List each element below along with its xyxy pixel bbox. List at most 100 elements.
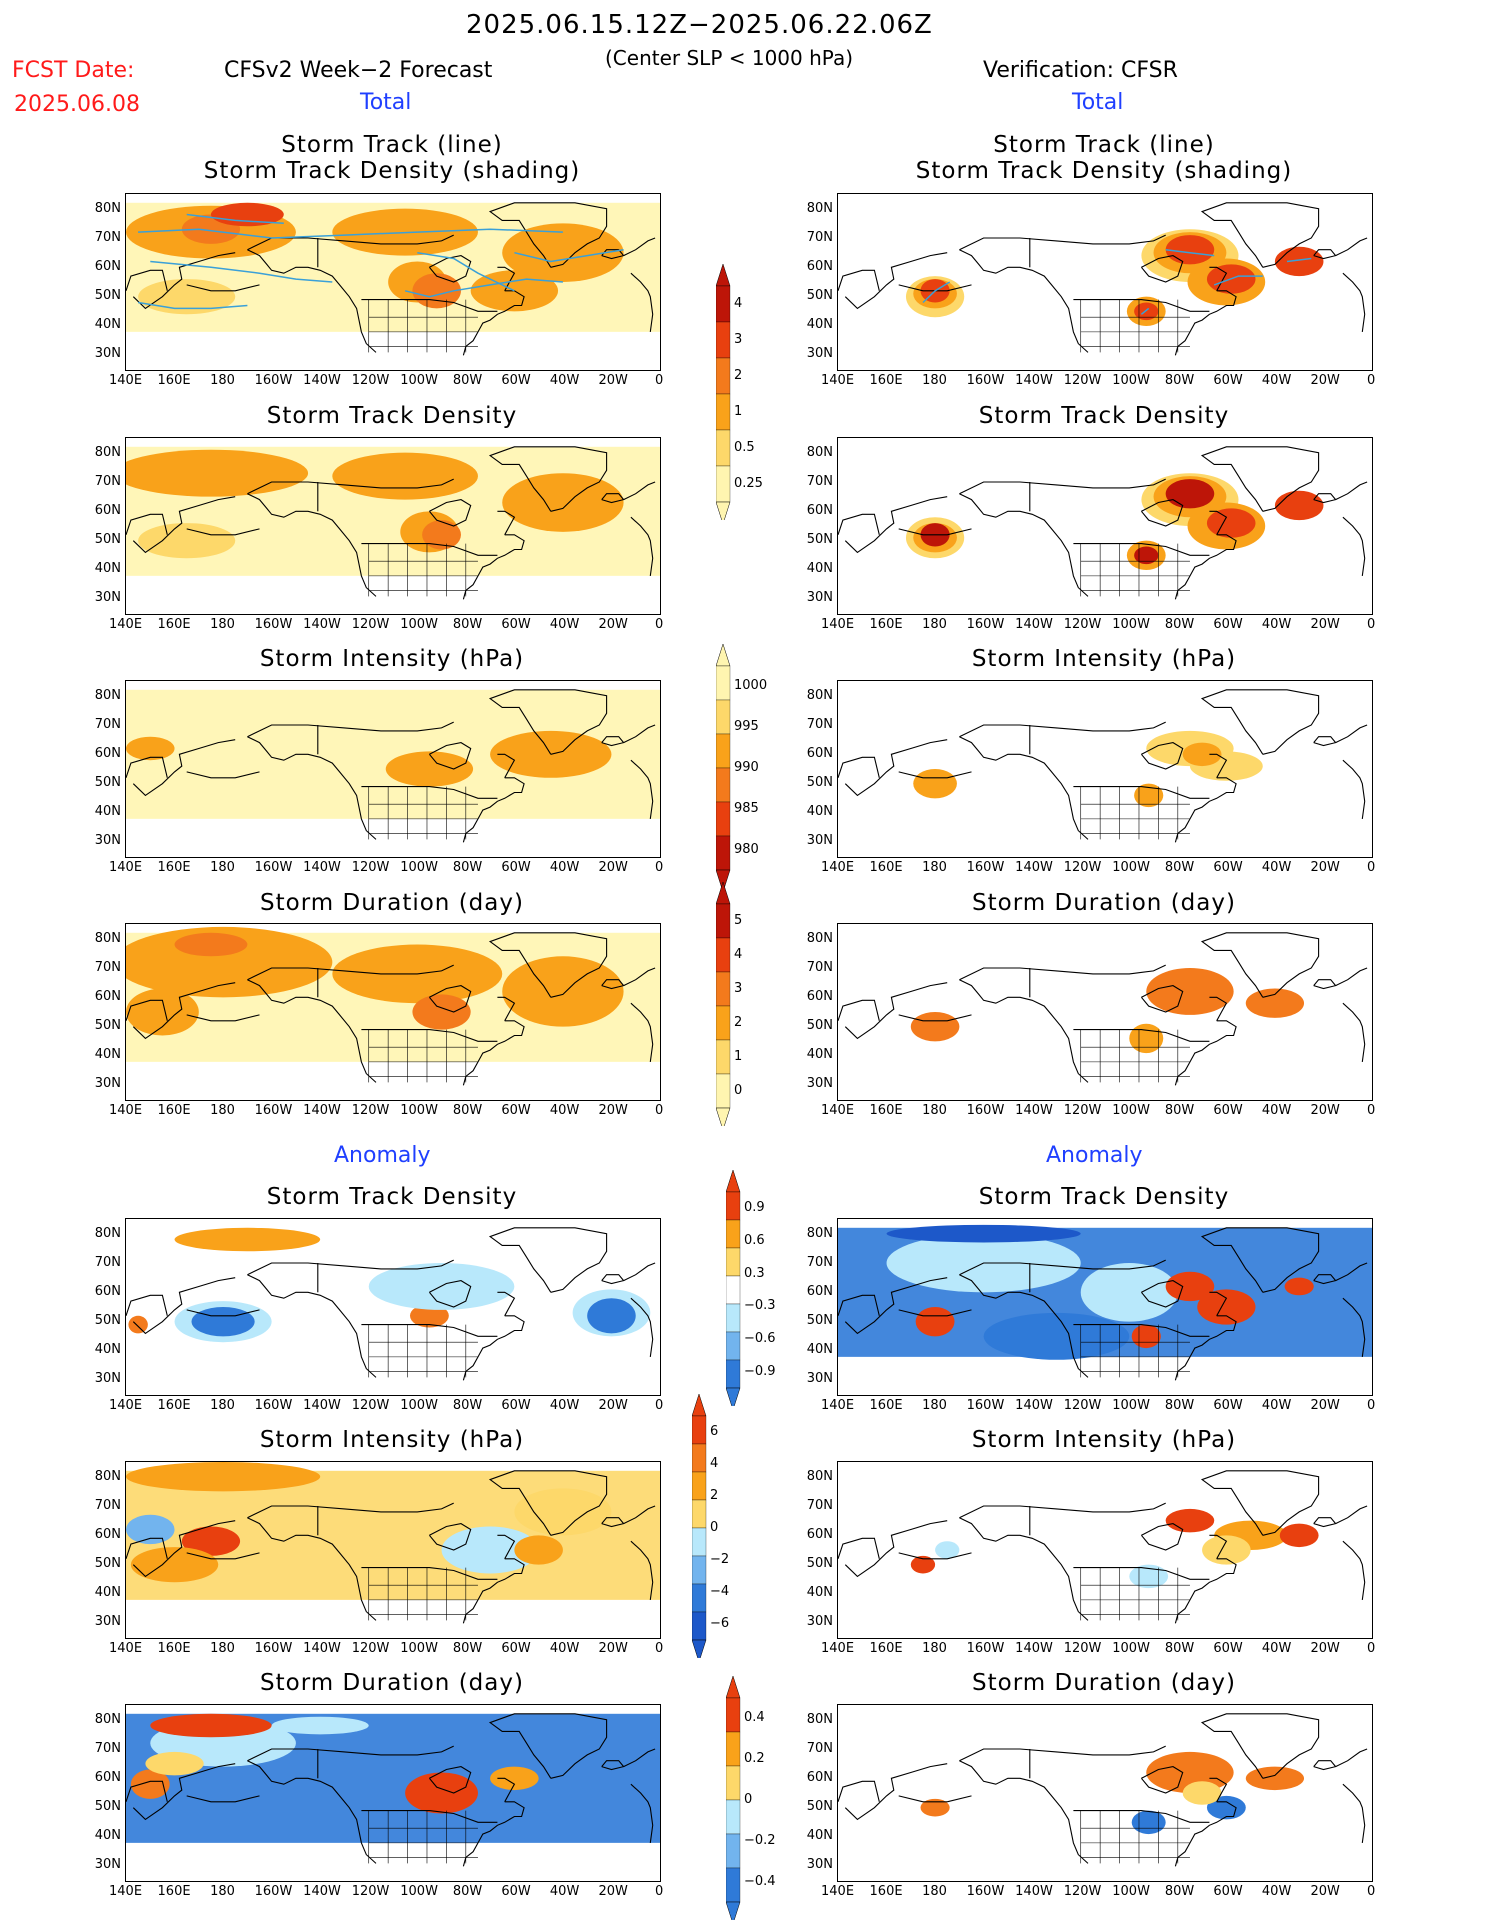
coastline — [1073, 543, 1210, 556]
colorbar-duration-anomaly: 0.4 0.2 0 −0.2 −0.4 — [725, 1675, 800, 1925]
coastline — [1140, 1766, 1184, 1794]
lat-tick-label: 40N — [94, 561, 121, 576]
coastline — [1335, 967, 1368, 987]
lon-tick-label: 20W — [598, 373, 628, 388]
coastline — [844, 982, 948, 1040]
lon-tick-label: 60W — [501, 617, 531, 632]
storm-track-line — [137, 301, 248, 310]
map-panel-lf-ianom — [125, 1461, 661, 1639]
title-intensity-anom-left: Storm Intensity (hPa) — [259, 1427, 525, 1453]
coastline — [132, 1520, 236, 1578]
lon-tick-label: 100W — [1112, 1103, 1150, 1118]
colorbar-label: 1 — [734, 1049, 743, 1064]
lat-tick-label: 80N — [94, 1469, 121, 1484]
lat-tick-label: 30N — [94, 1857, 121, 1872]
lon-tick-label: 140W — [303, 860, 341, 875]
lon-tick-label: 180 — [922, 373, 947, 388]
colorbar-swatch — [715, 429, 731, 467]
lon-tick-label: 0 — [655, 1103, 664, 1118]
lat-tick-label: 60N — [94, 746, 121, 761]
colorbar-label: 0.2 — [744, 1751, 765, 1767]
shading-area — [913, 769, 957, 799]
colorbar-swatch — [691, 1499, 707, 1529]
lon-tick-label: 140W — [1015, 1641, 1053, 1656]
lon-tick-label: 160E — [869, 617, 903, 632]
lon-tick-label: 40W — [549, 1398, 580, 1413]
coastline — [838, 1294, 880, 1316]
colorbar-label: 4 — [710, 1456, 719, 1471]
shading-area — [1165, 1271, 1215, 1302]
lat-tick-label: 50N — [94, 1313, 121, 1328]
storm-track-line — [922, 281, 951, 304]
lat-tick-label: 50N — [94, 288, 121, 303]
colorbar-label: 2 — [710, 1488, 719, 1503]
lon-tick-label: 60W — [1213, 617, 1243, 632]
shading-area — [502, 473, 624, 532]
lon-tick-label: 140E — [109, 1103, 143, 1118]
lon-tick-label: 140E — [109, 1641, 143, 1656]
colorbar-label: −2 — [710, 1552, 730, 1567]
colorbar-arrow-bottom — [691, 1639, 707, 1663]
colorbar-duration-total: 5 4 3 2 1 0 — [715, 881, 790, 1131]
lon-tick-label: 180 — [210, 373, 235, 388]
lon-tick-label: 0 — [655, 1884, 664, 1899]
lat-tick-label: 50N — [94, 532, 121, 547]
lon-tick-label: 100W — [1112, 1884, 1150, 1899]
lon-tick-label: 0 — [1367, 373, 1376, 388]
shading-area — [1197, 1289, 1256, 1325]
coastline — [630, 516, 654, 576]
lon-tick-label: 0 — [1367, 617, 1376, 632]
coastline — [462, 1558, 525, 1624]
coastline — [1335, 1505, 1368, 1525]
shading-area — [126, 1514, 175, 1545]
coastline — [462, 1315, 525, 1381]
lon-tick-label: 120W — [351, 860, 390, 875]
lat-tick-label: 60N — [806, 746, 833, 761]
colorbar-arrow-top — [715, 643, 731, 667]
lon-tick-label: 180 — [210, 617, 235, 632]
lon-tick-label: 160W — [966, 1641, 1005, 1656]
coastline — [247, 1502, 454, 1519]
shading-area — [1206, 1795, 1246, 1820]
lat-tick-label: 60N — [806, 259, 833, 274]
coastline — [1335, 237, 1368, 257]
coastline — [1209, 1291, 1228, 1317]
shading-area — [1284, 1277, 1314, 1296]
lon-tick-label: 160W — [254, 1103, 293, 1118]
coastline — [497, 510, 516, 536]
lon-tick-label: 160W — [254, 617, 293, 632]
lat-tick-label: 30N — [94, 833, 121, 848]
coastline — [898, 1309, 972, 1317]
colorbar-swatch — [715, 357, 731, 395]
shading-area — [1134, 783, 1164, 808]
coastline — [488, 446, 608, 512]
lat-tick-label: 50N — [806, 1556, 833, 1571]
coastline — [126, 999, 168, 1021]
coastline — [959, 721, 1166, 738]
coastline — [959, 1274, 1089, 1378]
coastline — [623, 481, 656, 501]
lat-tick-label: 80N — [94, 201, 121, 216]
shading-area — [983, 1312, 1130, 1360]
lon-tick-label: 100W — [400, 373, 438, 388]
lat-tick-label: 80N — [806, 1712, 833, 1727]
lon-tick-label: 20W — [1310, 1884, 1340, 1899]
coastline — [630, 1540, 654, 1600]
lon-tick-label: 0 — [1367, 1884, 1376, 1899]
period-title: 2025.06.15.12Z−2025.06.22.06Z — [466, 10, 933, 40]
colorbar-label: −0.4 — [744, 1873, 776, 1889]
colorbar-label: −6 — [710, 1616, 730, 1631]
shading-area — [935, 1541, 960, 1559]
lon-tick-label: 120W — [1063, 860, 1102, 875]
lon-tick-label: 100W — [400, 860, 438, 875]
colorbar-label: −0.6 — [744, 1331, 776, 1346]
colorbar-swatch — [725, 1247, 741, 1277]
lon-tick-label: 160E — [157, 1884, 191, 1899]
coastline — [1209, 510, 1228, 536]
coastline — [1313, 1517, 1337, 1528]
colorbar-intensity-anomaly: 6 4 2 0 −2 −4 −6 — [691, 1393, 766, 1663]
colorbar-label: 3 — [734, 332, 743, 347]
lat-tick-label: 70N — [806, 230, 833, 245]
lat-tick-label: 50N — [806, 1313, 833, 1328]
coastline — [898, 1795, 972, 1803]
